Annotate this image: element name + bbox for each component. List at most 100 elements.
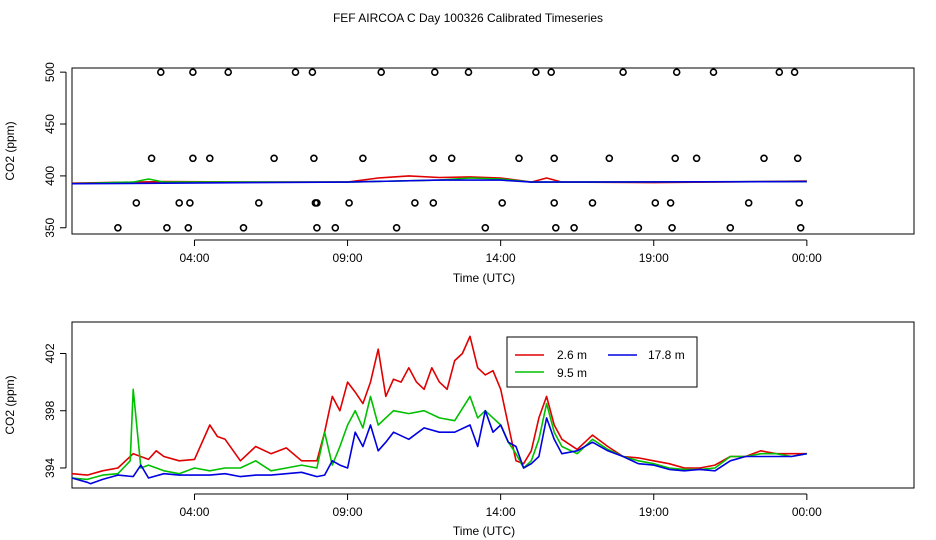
top-data-point xyxy=(359,154,367,163)
top-data-point xyxy=(189,68,197,76)
top-data-point xyxy=(464,68,473,76)
top-data-point xyxy=(481,224,490,232)
top-data-point xyxy=(447,154,456,163)
bottom-x-tick-label: 19:00 xyxy=(639,505,669,519)
top-data-point xyxy=(310,154,318,163)
bottom-x-tick-label: 04:00 xyxy=(179,505,209,519)
top-data-point xyxy=(795,199,804,207)
top-data-point xyxy=(114,224,122,232)
top-data-point xyxy=(550,199,559,207)
top-data-point xyxy=(605,154,614,163)
top-data-point xyxy=(186,199,194,207)
top-data-point xyxy=(532,68,540,76)
top-data-point xyxy=(270,154,278,163)
top-data-point xyxy=(793,154,802,163)
top-y-tick-label: 500 xyxy=(43,62,57,82)
top-data-point xyxy=(672,68,681,76)
top-data-point xyxy=(709,68,718,76)
bottom-x-tick-label: 09:00 xyxy=(333,505,363,519)
top-data-point xyxy=(619,68,627,76)
top-data-point xyxy=(147,154,156,163)
top-data-point xyxy=(726,224,735,232)
top-data-point xyxy=(189,154,197,163)
bottom-series-line-9-5-m xyxy=(71,388,807,481)
legend-label-9-5: 9.5 m xyxy=(557,366,587,380)
top-data-point xyxy=(668,224,676,232)
top-data-point xyxy=(744,199,753,207)
top-data-point xyxy=(331,224,340,232)
legend-label-17-8: 17.8 m xyxy=(648,348,685,362)
top-x-axis-label: Time (UTC) xyxy=(453,271,515,285)
top-data-point xyxy=(430,68,439,76)
top-data-point xyxy=(692,154,701,163)
bottom-series-line-2-6-m xyxy=(71,335,807,476)
top-data-point xyxy=(515,154,523,163)
top-markers-layer xyxy=(114,68,805,232)
bottom-series-line-17-8-m xyxy=(71,409,807,485)
top-x-tick-label: 09:00 xyxy=(333,251,363,265)
top-data-point xyxy=(570,224,578,232)
bottom-y-tick-label: 398 xyxy=(43,400,57,420)
top-data-point xyxy=(313,224,321,232)
top-data-point xyxy=(551,224,560,232)
top-panel: 04:00 09:00 14:00 19:00 00:00 350 400 450 500 T… xyxy=(3,62,915,285)
top-data-point xyxy=(796,224,805,232)
top-data-point xyxy=(254,199,263,207)
top-data-point xyxy=(308,68,317,76)
bottom-lines-layer xyxy=(71,335,807,485)
top-data-point xyxy=(163,224,171,232)
legend-box xyxy=(506,336,698,388)
top-data-point xyxy=(239,224,248,232)
bottom-x-tick-label: 00:00 xyxy=(792,505,822,519)
top-data-point xyxy=(790,68,799,76)
bottom-x-axis-label: Time (UTC) xyxy=(453,524,515,538)
top-y-axis: 350 400 450 500 xyxy=(43,62,67,238)
top-series-line-17-8-m xyxy=(71,179,807,185)
top-data-point xyxy=(392,224,401,232)
top-data-point xyxy=(760,154,768,163)
bottom-y-tick-label: 402 xyxy=(43,343,57,363)
top-y-tick-label: 400 xyxy=(43,166,57,186)
top-y-tick-label: 350 xyxy=(43,217,57,237)
top-data-point xyxy=(411,199,419,207)
top-data-point xyxy=(775,68,784,76)
top-x-tick-label: 14:00 xyxy=(486,251,516,265)
top-data-point xyxy=(175,199,183,207)
top-y-axis-label: CO2 (ppm) xyxy=(3,121,17,180)
top-data-point xyxy=(666,199,675,207)
top-lines-layer xyxy=(71,175,807,185)
bottom-panel: 04:00 09:00 14:00 19:00 00:00 394 398 402 Time… xyxy=(3,321,915,538)
top-x-tick-label: 04:00 xyxy=(179,251,209,265)
top-data-point xyxy=(429,154,438,163)
top-data-point xyxy=(206,154,214,163)
top-data-point xyxy=(651,199,660,207)
top-data-point xyxy=(550,154,559,163)
bottom-x-tick-label: 14:00 xyxy=(486,505,516,519)
top-data-point xyxy=(184,224,193,232)
top-plot-frame xyxy=(71,67,915,235)
bottom-x-axis: 04:00 09:00 14:00 19:00 00:00 xyxy=(179,493,822,519)
top-data-point xyxy=(291,68,300,76)
bottom-y-axis-label: CO2 (ppm) xyxy=(3,375,17,434)
figure-title: FEF AIRCOA C Day 100326 Calibrated Times… xyxy=(333,11,603,25)
top-x-axis: 04:00 09:00 14:00 19:00 00:00 xyxy=(179,239,822,265)
top-data-point xyxy=(224,68,232,76)
top-data-point xyxy=(498,199,507,207)
legend-label-2-6: 2.6 m xyxy=(557,348,587,362)
top-data-point xyxy=(345,199,353,207)
bottom-y-axis: 394 398 402 xyxy=(43,343,67,478)
top-x-tick-label: 19:00 xyxy=(639,251,669,265)
top-data-point xyxy=(547,68,556,76)
top-x-tick-label: 00:00 xyxy=(792,251,822,265)
top-y-tick-label: 450 xyxy=(43,114,57,134)
top-data-point xyxy=(132,199,141,207)
top-data-point xyxy=(588,199,597,207)
top-data-point xyxy=(634,224,643,232)
legend: 2.6 m 17.8 m 9.5 m xyxy=(506,336,698,388)
bottom-y-tick-label: 394 xyxy=(43,458,57,478)
bottom-plot-frame xyxy=(71,321,915,489)
top-data-point xyxy=(157,68,165,76)
top-data-point xyxy=(429,199,438,207)
